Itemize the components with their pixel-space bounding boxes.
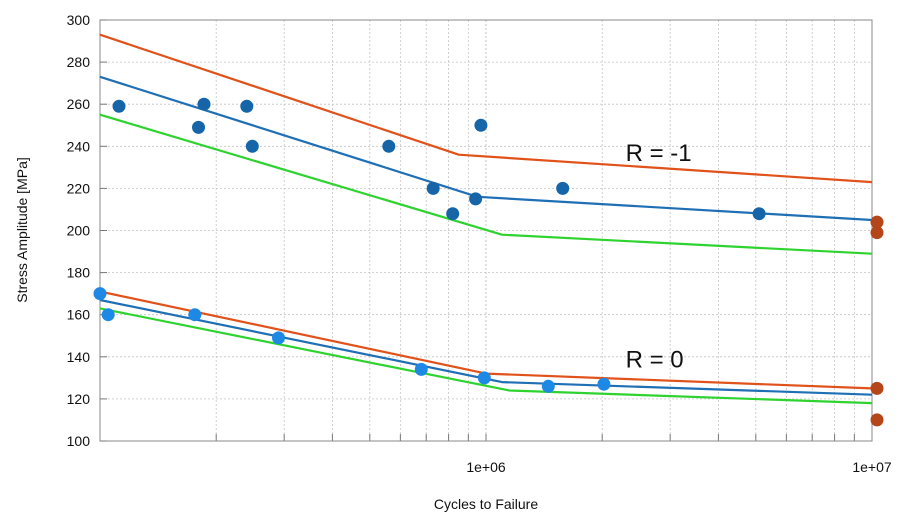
data-point [192,120,205,134]
data-point [870,381,884,395]
y-tick-label: 160 [67,307,91,323]
annotation-label: R = 0 [626,346,684,373]
annotation-label: R = -1 [626,140,692,167]
x-axis-label: Cycles to Failure [434,496,538,512]
y-tick-label: 200 [67,223,91,239]
data-point [870,226,884,240]
series-line [99,113,873,255]
data-point [197,97,211,111]
y-tick-label: 100 [67,433,91,449]
x-tick-label: 1e+07 [852,459,892,475]
y-tick-label: 280 [67,54,91,70]
y-tick-label: 220 [67,180,91,196]
x-ticks: 1e+06 1e+07 [466,459,892,475]
data-point [870,413,884,427]
y-axis-label: Stress Amplitude [MPa] [14,157,30,303]
data-point [752,207,766,221]
y-tick-label: 140 [67,349,91,365]
data-point [469,192,483,206]
y-tick-label: 240 [67,138,91,154]
data-point [188,308,202,322]
data-point [112,99,126,113]
data-point [556,181,570,195]
data-point [446,207,460,221]
data-point [426,181,440,195]
series-line [99,33,873,184]
data-point [870,215,884,229]
data-point [382,139,396,153]
data-point [93,287,107,301]
series-line [99,298,873,396]
data-points [93,97,884,427]
y-tick-label: 120 [67,391,91,407]
data-point [245,139,259,153]
y-tick-label: 300 [67,12,91,28]
data-point [474,118,488,132]
y-tick-label: 260 [67,96,91,112]
data-point [477,371,491,385]
data-point [272,331,285,345]
data-point [414,362,428,376]
data-point [101,308,115,322]
x-tick-label: 1e+06 [466,459,506,475]
data-point [541,379,555,393]
data-point [240,99,254,113]
data-point [597,377,611,391]
annotations: R = -1 R = 0 [626,140,692,373]
y-tick-label: 180 [67,265,91,281]
y-ticks: 100 120 140 160 180 200 220 240 260 280 300 [67,12,107,449]
series-line [99,307,873,405]
